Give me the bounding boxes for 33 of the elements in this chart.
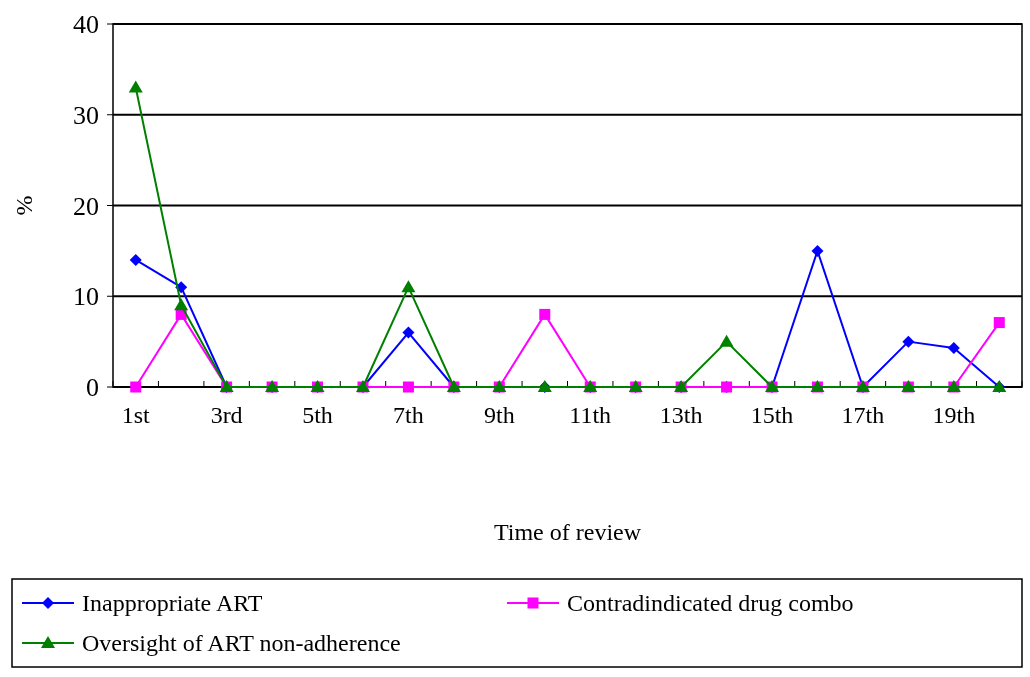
point bbox=[811, 244, 824, 257]
point bbox=[174, 298, 189, 311]
x-tick-label: 17th bbox=[841, 402, 885, 428]
y-axis-title: % bbox=[11, 195, 37, 216]
point bbox=[719, 334, 734, 347]
y-tick-label: 0 bbox=[86, 373, 99, 403]
point bbox=[129, 253, 142, 266]
y-tick-label: 30 bbox=[73, 100, 99, 130]
legend-label: Inappropriate ART bbox=[82, 590, 263, 617]
x-tick-label: 9th bbox=[483, 402, 515, 428]
x-tick-label: 3rd bbox=[210, 402, 243, 428]
x-tick-label: 5th bbox=[302, 402, 333, 428]
x-tick-label: 19th bbox=[932, 402, 976, 428]
point bbox=[993, 317, 1005, 329]
point bbox=[130, 381, 142, 393]
x-tick-label: 1st bbox=[121, 402, 151, 428]
point bbox=[128, 80, 143, 93]
point bbox=[402, 326, 415, 339]
legend-label: Oversight of ART non-adherence bbox=[82, 630, 401, 657]
point bbox=[947, 341, 960, 354]
y-tick-label: 20 bbox=[73, 191, 99, 221]
x-axis-title: Time of review bbox=[493, 519, 642, 545]
x-tick-label: 13th bbox=[659, 402, 703, 428]
x-tick-label: 7th bbox=[393, 402, 424, 428]
point bbox=[902, 335, 915, 348]
x-tick-label: 15th bbox=[750, 402, 794, 428]
point bbox=[402, 381, 414, 393]
x-tick-label: 11th bbox=[569, 402, 612, 428]
legend-label: Contradindicated drug combo bbox=[567, 590, 854, 617]
y-tick-label: 10 bbox=[73, 282, 99, 312]
point bbox=[539, 308, 551, 320]
point bbox=[401, 280, 416, 293]
y-tick-label: 40 bbox=[73, 10, 99, 40]
